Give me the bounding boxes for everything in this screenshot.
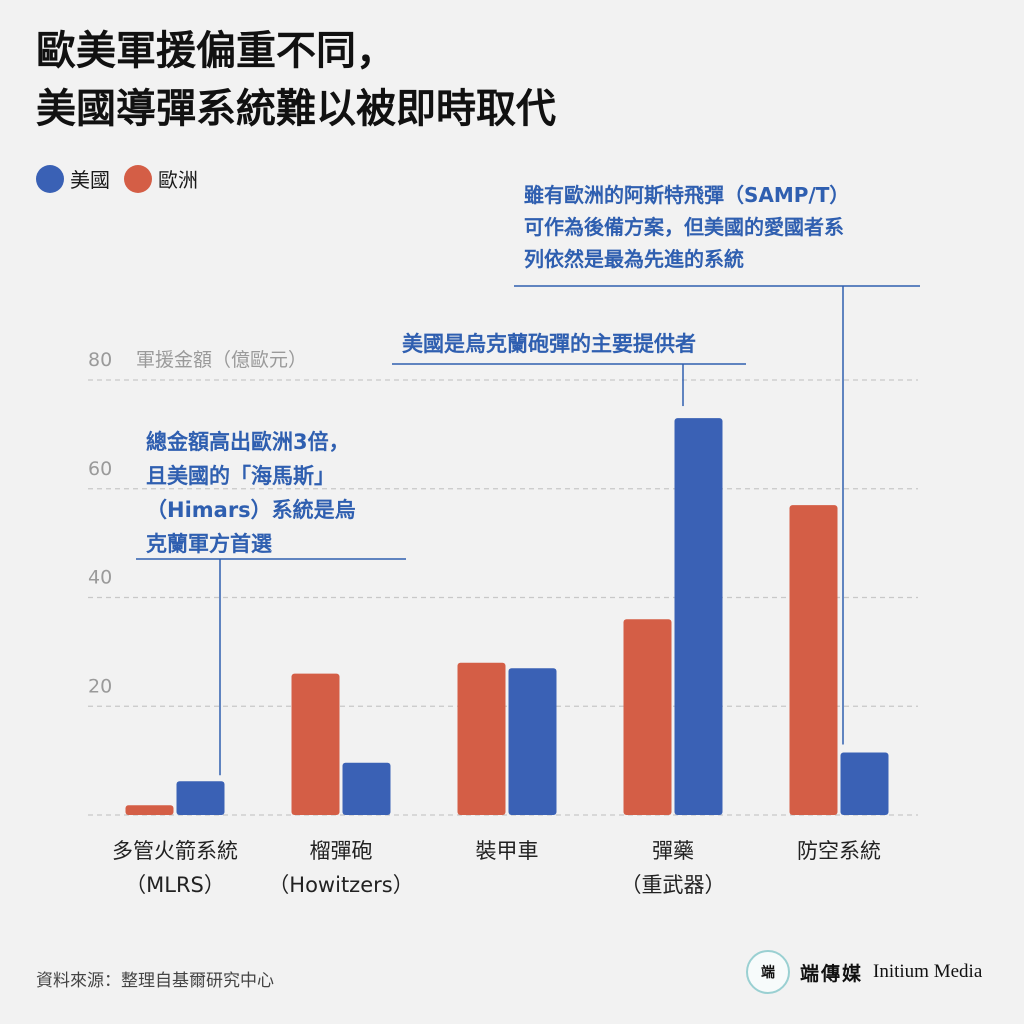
legend-swatch-europe <box>124 164 152 193</box>
bar <box>291 673 340 815</box>
annotation-1-text: （Himars）系統是烏 <box>146 498 356 522</box>
y-tick-label: 60 <box>88 458 112 480</box>
legend-item-europe: 歐洲 <box>124 164 198 193</box>
bar <box>176 781 225 815</box>
annotation-3-text: 雖有歐洲的阿斯特飛彈（SAMP/T） <box>524 183 849 207</box>
title-line-2: 美國導彈系統難以被即時取代 <box>36 86 556 132</box>
x-tick-label: 彈藥 <box>652 839 694 863</box>
annotation-2-text: 美國是烏克蘭砲彈的主要提供者 <box>402 332 696 356</box>
y-tick-label: 80 <box>88 349 112 371</box>
brand: 端 端傳媒 Initium Media <box>746 950 982 994</box>
bar <box>342 762 391 815</box>
y-axis-label: 軍援金額（億歐元） <box>136 349 307 371</box>
x-tick-label: （MLRS） <box>125 873 225 897</box>
brand-name-cn: 端傳媒 <box>800 962 864 985</box>
bar <box>623 619 672 815</box>
x-tick-label: （Howitzers） <box>268 873 413 897</box>
legend-label-europe: 歐洲 <box>158 168 198 192</box>
x-tick-label: 防空系統 <box>797 839 881 863</box>
y-tick-label: 40 <box>88 567 112 589</box>
x-tick-label: 裝甲車 <box>476 839 539 863</box>
title-line-1: 歐美軍援偏重不同， <box>36 28 396 74</box>
bar <box>674 418 723 815</box>
annotation-3-text: 列依然是最為先進的系統 <box>524 247 744 271</box>
bar <box>789 505 838 815</box>
x-tick-label: （重武器） <box>621 873 726 897</box>
x-tick-label: 榴彈砲 <box>310 839 373 863</box>
chart-title: 歐美軍援偏重不同， 美國導彈系統難以被即時取代 <box>36 22 556 138</box>
annotation-1-text: 克蘭軍方首選 <box>146 532 272 556</box>
annotation-3-text: 可作為後備方案，但美國的愛國者系 <box>524 215 844 239</box>
source-note: 資料來源：整理自基爾研究中心 <box>36 971 274 991</box>
annotation-1-text: 總金額高出歐洲3倍， <box>146 430 350 454</box>
bar <box>125 805 174 815</box>
legend-item-us: 美國 <box>36 164 110 193</box>
brand-logo: 端 <box>746 950 790 994</box>
bar <box>457 662 506 815</box>
legend: 美國 歐洲 <box>36 164 198 193</box>
bar <box>840 752 889 815</box>
legend-swatch-us <box>36 164 64 193</box>
annotation-1-text: 且美國的「海馬斯」 <box>146 464 335 488</box>
x-tick-label: 多管火箭系統 <box>112 839 238 863</box>
brand-name-en: Initium Media <box>873 961 983 982</box>
y-tick-label: 20 <box>88 675 112 697</box>
bar <box>508 668 557 815</box>
legend-label-us: 美國 <box>70 168 110 192</box>
